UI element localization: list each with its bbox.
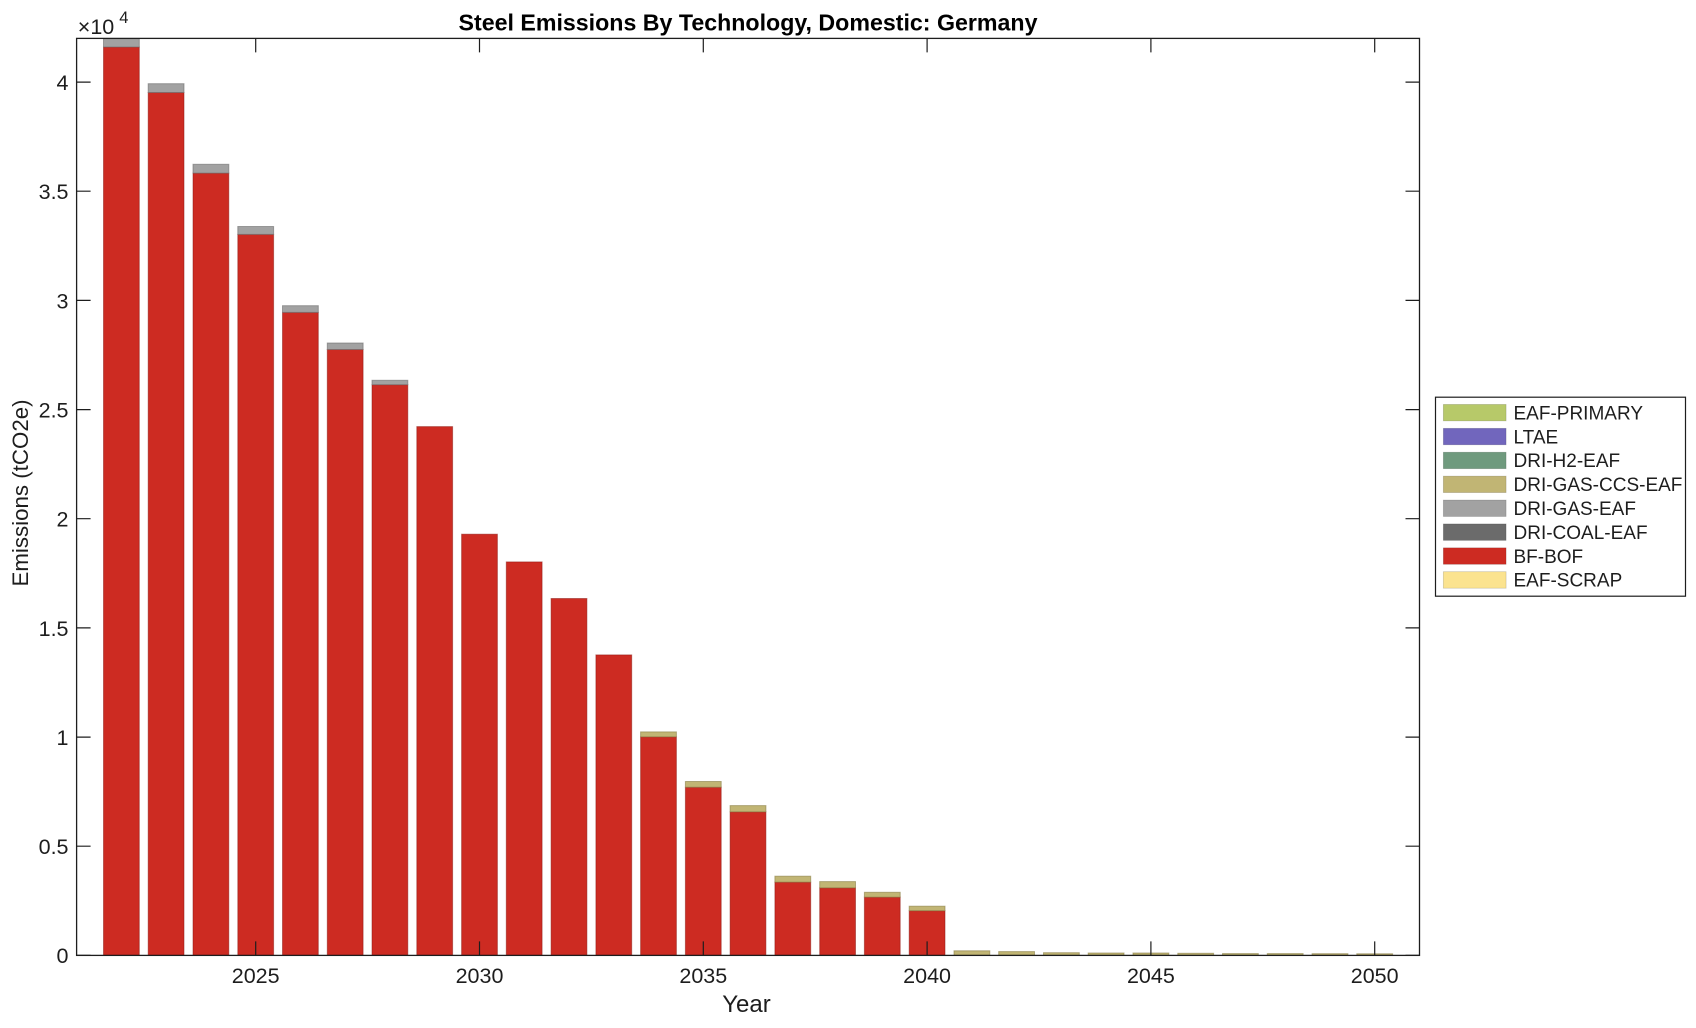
svg-text:0: 0 [57,944,69,968]
svg-text:Emissions (tCO2e): Emissions (tCO2e) [8,399,33,586]
svg-text:EAF-SCRAP: EAF-SCRAP [1514,571,1623,592]
svg-text:2040: 2040 [903,964,951,988]
svg-text:1.5: 1.5 [39,617,69,641]
svg-text:2025: 2025 [232,964,280,988]
svg-text:Steel Emissions By Technology,: Steel Emissions By Technology, Domestic:… [459,10,1038,36]
svg-text:BF-BOF: BF-BOF [1514,547,1584,568]
svg-text:2030: 2030 [456,964,504,988]
svg-text:1: 1 [57,726,69,750]
svg-text:2045: 2045 [1127,964,1175,988]
svg-text:4: 4 [119,9,128,27]
svg-text:EAF-PRIMARY: EAF-PRIMARY [1514,403,1644,424]
svg-text:Year: Year [722,991,771,1018]
svg-text:DRI-GAS-EAF: DRI-GAS-EAF [1514,499,1636,520]
svg-text:3: 3 [57,289,69,313]
svg-text:DRI-H2-EAF: DRI-H2-EAF [1514,451,1621,472]
svg-text:2050: 2050 [1351,964,1399,988]
svg-text:LTAE: LTAE [1514,427,1559,448]
svg-text:×10: ×10 [78,15,115,39]
svg-text:2035: 2035 [679,964,727,988]
svg-text:2: 2 [57,508,69,532]
svg-text:2.5: 2.5 [39,398,69,422]
svg-text:0.5: 0.5 [39,835,69,859]
svg-text:DRI-COAL-EAF: DRI-COAL-EAF [1514,523,1648,544]
svg-text:3.5: 3.5 [39,180,69,204]
svg-text:4: 4 [57,71,69,95]
svg-text:DRI-GAS-CCS-EAF: DRI-GAS-CCS-EAF [1514,475,1683,496]
